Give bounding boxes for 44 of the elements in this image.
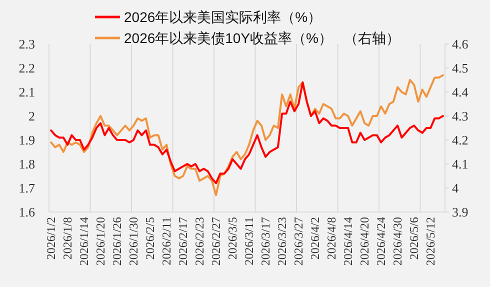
x-tick-label: 2026/1/8 (60, 217, 75, 260)
x-tick-label: 2026/4/8 (324, 217, 339, 260)
y2-tick-label: 4.5 (452, 60, 468, 76)
x-tick-label: 2026/3/17 (258, 217, 273, 266)
y2-tick-label: 3.9 (452, 204, 468, 220)
x-tick-label: 2026/3/5 (226, 217, 240, 260)
x-tick-label: 2026/2/5 (143, 217, 158, 260)
y2-tick-label: 4.2 (452, 132, 468, 148)
y2-tick-label: 4.3 (452, 108, 468, 124)
y-tick-label: 1.7 (18, 180, 36, 196)
line-series (50, 81, 444, 184)
y-tick-label: 2.1 (18, 84, 35, 100)
x-tick-label: 2026/1/20 (94, 217, 108, 266)
x-tick-label: 2026/5/6 (407, 217, 422, 260)
y-tick-label: 2.3 (18, 36, 35, 52)
x-tick-label: 2026/4/24 (374, 217, 388, 266)
y2-tick-label: 4.4 (452, 84, 469, 100)
y-tick-label: 2.2 (18, 60, 35, 76)
y-tick-label: 1.8 (18, 156, 35, 172)
legend-label: 2026年以来美债10Y收益率（%） （右轴） (124, 30, 400, 46)
x-tick-label: 2026/4/2 (308, 217, 322, 260)
x-tick-label: 2026/5/12 (424, 217, 438, 266)
x-tick-label: 2026/3/23 (275, 217, 290, 266)
x-tick-label: 2026/2/23 (192, 217, 207, 266)
y-tick-label: 2 (28, 108, 35, 124)
x-tick-label: 2026/3/11 (242, 217, 256, 266)
y-tick-label: 1.6 (18, 204, 36, 220)
x-tick-label: 2026/1/26 (110, 217, 124, 266)
x-tick-label: 2026/4/20 (358, 217, 372, 266)
y-tick-label: 1.9 (18, 132, 35, 148)
x-tick-label: 2026/3/27 (292, 217, 306, 266)
x-tick-label: 2026/2/17 (176, 217, 190, 266)
x-tick-label: 2026/2/27 (209, 217, 224, 266)
x-tick-label: 2026/4/14 (341, 217, 356, 266)
x-tick-label: 2026/2/11 (160, 217, 174, 266)
y2-tick-label: 4.1 (452, 156, 468, 172)
y2-tick-label: 4 (452, 180, 459, 196)
legend-label: 2026年以来美国实际利率（%） (124, 9, 322, 25)
line-series (50, 74, 444, 196)
x-tick-label: 2026/1/2 (44, 217, 58, 260)
x-tick-label: 2026/4/30 (390, 217, 405, 266)
x-tick-label: 2026/1/30 (126, 217, 141, 266)
y2-tick-label: 4.6 (452, 36, 469, 52)
x-tick-label: 2026/1/14 (77, 217, 92, 266)
